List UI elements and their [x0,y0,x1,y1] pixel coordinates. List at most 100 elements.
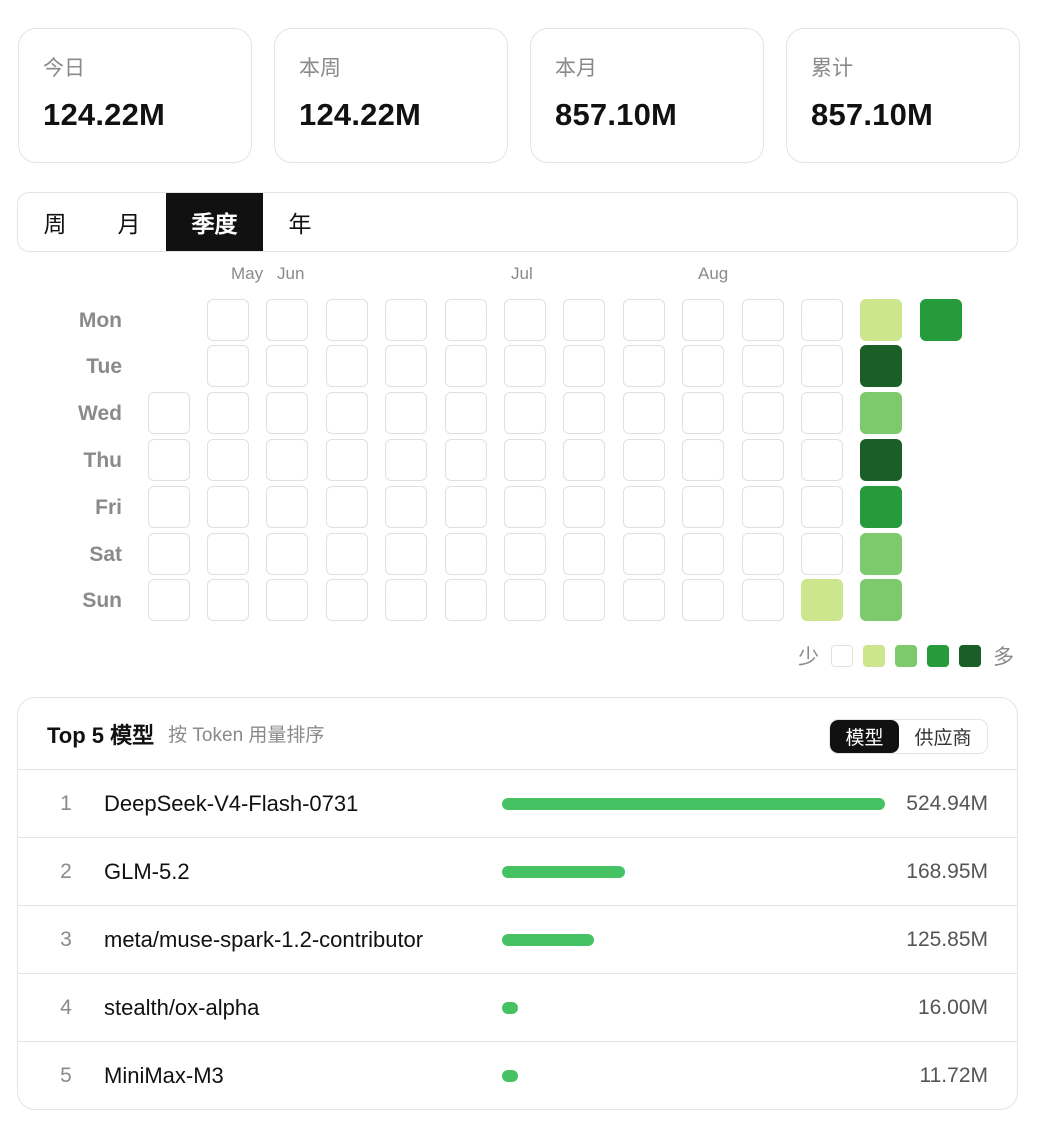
rank-row[interactable]: 3 meta/muse-spark-1.2-contributor 125.85M [18,906,1017,974]
heatmap-cell[interactable] [266,392,308,434]
heatmap-cell[interactable] [682,533,724,575]
heatmap-cell[interactable] [266,345,308,387]
heatmap-cell[interactable] [326,439,368,481]
heatmap-cell[interactable] [623,345,665,387]
heatmap-cell[interactable] [801,392,843,434]
heatmap-cell[interactable] [385,486,427,528]
heatmap-cell[interactable] [326,579,368,621]
heatmap-cell[interactable] [504,392,546,434]
tab-month[interactable]: 月 [117,211,141,237]
heatmap-cell[interactable] [504,486,546,528]
heatmap-cell[interactable] [563,579,605,621]
heatmap-cell[interactable] [504,299,546,341]
heatmap-cell[interactable] [385,345,427,387]
heatmap-cell[interactable] [148,392,190,434]
heatmap-cell[interactable] [148,439,190,481]
heatmap-cell[interactable] [445,299,487,341]
heatmap-cell[interactable] [801,579,843,621]
heatmap-cell[interactable] [385,579,427,621]
heatmap-cell[interactable] [742,579,784,621]
heatmap-cell[interactable] [385,392,427,434]
heatmap-cell[interactable] [266,579,308,621]
heatmap-cell[interactable] [563,392,605,434]
heatmap-cell[interactable] [266,533,308,575]
heatmap-cell[interactable] [801,533,843,575]
heatmap-cell[interactable] [682,486,724,528]
heatmap-cell[interactable] [207,486,249,528]
heatmap-cell[interactable] [504,579,546,621]
heatmap-cell[interactable] [623,533,665,575]
rank-row[interactable]: 5 MiniMax-M3 11.72M [18,1042,1017,1109]
toggle-model-button[interactable]: 模型 [830,720,899,753]
heatmap-cell[interactable] [445,439,487,481]
heatmap-cell[interactable] [266,299,308,341]
heatmap-cell[interactable] [563,486,605,528]
heatmap-cell[interactable] [860,299,902,341]
heatmap-cell[interactable] [860,392,902,434]
rank-row[interactable]: 4 stealth/ox-alpha 16.00M [18,974,1017,1042]
heatmap-cell[interactable] [445,533,487,575]
heatmap-cell[interactable] [563,345,605,387]
heatmap-cell[interactable] [623,392,665,434]
heatmap-cell[interactable] [682,439,724,481]
heatmap-cell[interactable] [860,533,902,575]
heatmap-cell[interactable] [207,579,249,621]
heatmap-cell[interactable] [326,486,368,528]
heatmap-cell[interactable] [207,299,249,341]
heatmap-cell[interactable] [207,533,249,575]
heatmap-cell[interactable] [385,299,427,341]
heatmap-cell[interactable] [801,486,843,528]
heatmap-cell[interactable] [445,486,487,528]
heatmap-cell[interactable] [326,345,368,387]
heatmap-cell[interactable] [623,579,665,621]
heatmap-cell[interactable] [148,486,190,528]
heatmap-cell[interactable] [860,439,902,481]
heatmap-cell[interactable] [266,439,308,481]
tab-week[interactable]: 周 [43,211,67,237]
heatmap-cell[interactable] [742,439,784,481]
heatmap-cell[interactable] [385,533,427,575]
toggle-provider-button[interactable]: 供应商 [914,728,972,749]
rank-row[interactable]: 2 GLM-5.2 168.95M [18,838,1017,906]
heatmap-cell[interactable] [504,533,546,575]
heatmap-cell[interactable] [860,486,902,528]
heatmap-cell[interactable] [326,392,368,434]
heatmap-cell[interactable] [682,579,724,621]
heatmap-cell[interactable] [563,299,605,341]
heatmap-cell[interactable] [742,533,784,575]
heatmap-cell[interactable] [682,299,724,341]
heatmap-cell[interactable] [148,533,190,575]
heatmap-cell[interactable] [207,345,249,387]
heatmap-cell[interactable] [445,345,487,387]
rank-row[interactable]: 1 DeepSeek-V4-Flash-0731 524.94M [18,770,1017,838]
heatmap-cell[interactable] [801,345,843,387]
heatmap-cell[interactable] [326,533,368,575]
heatmap-cell[interactable] [207,439,249,481]
heatmap-cell[interactable] [920,299,962,341]
heatmap-cell[interactable] [326,299,368,341]
heatmap-cell[interactable] [207,392,249,434]
heatmap-cell[interactable] [742,299,784,341]
heatmap-cell[interactable] [742,392,784,434]
heatmap-cell[interactable] [860,579,902,621]
heatmap-cell[interactable] [623,299,665,341]
heatmap-cell[interactable] [623,439,665,481]
heatmap-cell[interactable] [148,579,190,621]
heatmap-cell[interactable] [801,439,843,481]
tab-quarter[interactable]: 季度 [166,193,263,251]
heatmap-cell[interactable] [682,392,724,434]
heatmap-cell[interactable] [563,533,605,575]
heatmap-cell[interactable] [504,439,546,481]
heatmap-cell[interactable] [801,299,843,341]
heatmap-cell[interactable] [742,345,784,387]
heatmap-cell[interactable] [504,345,546,387]
heatmap-cell[interactable] [623,486,665,528]
heatmap-cell[interactable] [742,486,784,528]
heatmap-cell[interactable] [266,486,308,528]
heatmap-cell[interactable] [445,392,487,434]
heatmap-cell[interactable] [563,439,605,481]
heatmap-cell[interactable] [385,439,427,481]
heatmap-cell[interactable] [860,345,902,387]
tab-year[interactable]: 年 [288,211,312,237]
heatmap-cell[interactable] [445,579,487,621]
